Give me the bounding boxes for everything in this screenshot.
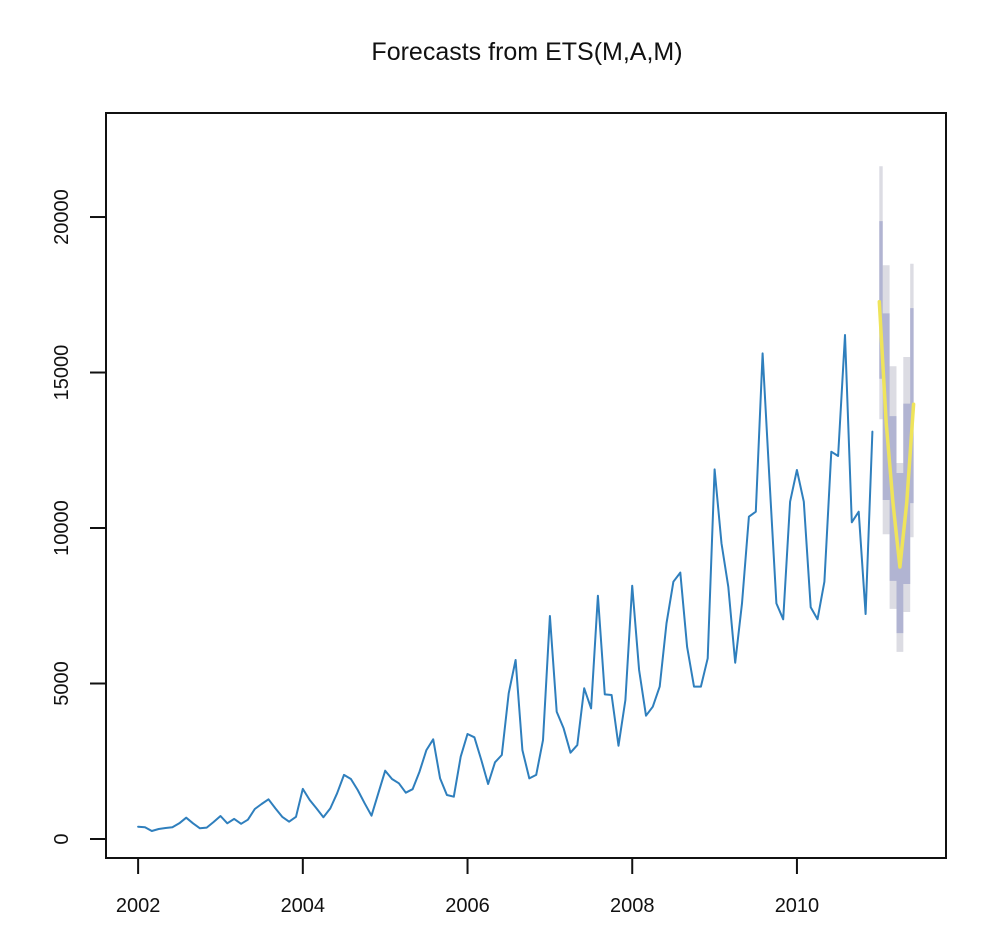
plot-frame: [105, 112, 947, 859]
x-tick-label: 2004: [281, 895, 326, 917]
y-tick-label: 10000: [51, 500, 73, 556]
series-lines: [137, 300, 916, 832]
forecast-line: [877, 300, 916, 569]
y-tick-label: 0: [51, 833, 73, 844]
x-tick-label: 2008: [610, 895, 655, 917]
x-tick-label: 2010: [775, 895, 820, 917]
y-tick-label: 20000: [51, 189, 73, 245]
y-axis: 0 5000 10000 15000 20000: [51, 189, 107, 845]
x-axis: 2002 2004 2006 2008 2010: [116, 857, 820, 917]
observed-line: [137, 334, 874, 832]
y-tick-label: 5000: [51, 661, 73, 706]
chart-title: Forecasts from ETS(M,A,M): [371, 38, 682, 66]
x-tick-label: 2006: [445, 895, 490, 917]
x-tick-label: 2002: [116, 895, 161, 917]
y-tick-label: 15000: [51, 345, 73, 401]
